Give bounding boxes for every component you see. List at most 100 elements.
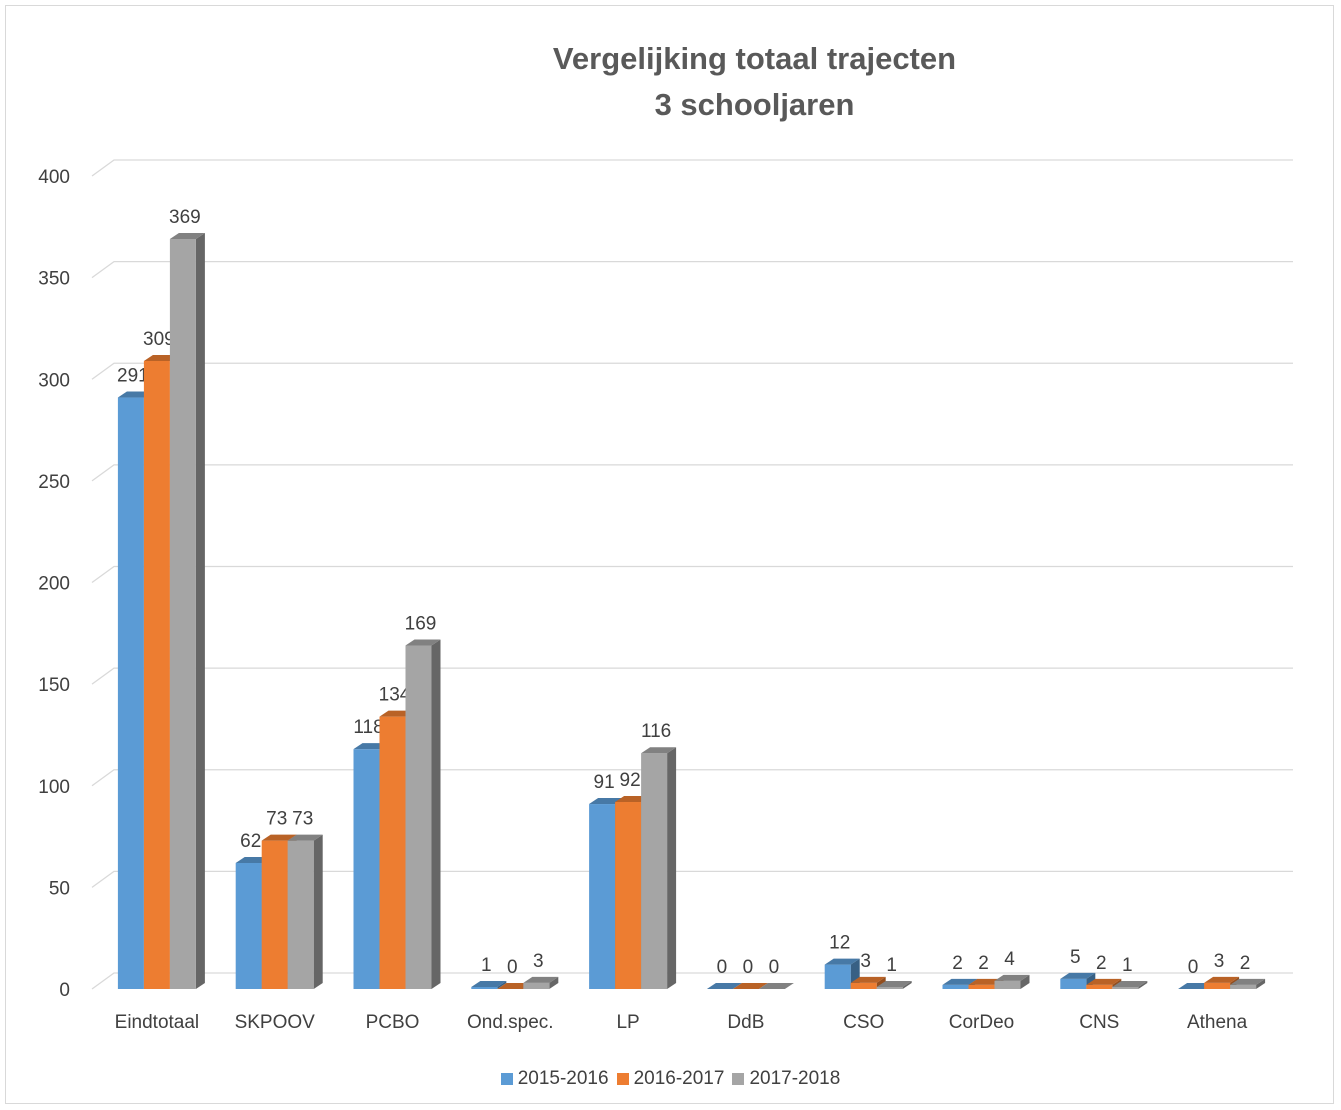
gridline [91, 565, 1293, 584]
chart-title: Vergelijking totaal trajecten 3 schoolja… [0, 36, 1341, 128]
bar [641, 753, 668, 989]
bar-side [431, 639, 441, 989]
data-label: 1 [1122, 955, 1133, 976]
bar [405, 645, 432, 989]
bar-side [497, 980, 507, 989]
bar [471, 986, 498, 989]
data-label: 0 [1188, 957, 1199, 978]
y-tick-label: 200 [38, 574, 70, 595]
data-label: 2 [1240, 953, 1251, 974]
bar [615, 802, 642, 989]
bar-top [1060, 972, 1096, 979]
y-tick-label: 0 [59, 980, 70, 1001]
data-label: 169 [405, 614, 437, 635]
data-label: 0 [769, 957, 780, 978]
bar-side [902, 980, 912, 989]
data-label: 0 [507, 957, 518, 978]
data-label: 309 [143, 329, 175, 350]
x-tick-label: CorDeo [949, 1012, 1014, 1033]
bar-top [1086, 978, 1122, 985]
bar-top [876, 980, 912, 987]
bar [876, 986, 903, 989]
data-label: 2 [1096, 953, 1107, 974]
data-label: 369 [169, 207, 201, 228]
data-label: 3 [1214, 951, 1225, 972]
x-tick-label: Ond.spec. [467, 1012, 554, 1033]
legend-swatch [500, 1073, 513, 1085]
bar-top [1230, 978, 1266, 985]
bar-side [313, 834, 323, 989]
bar [353, 749, 380, 989]
bar-top [732, 983, 768, 989]
x-tick-label: CSO [843, 1012, 884, 1033]
chart-title-line-2: 3 schooljaren [654, 87, 855, 122]
x-tick-label: DdB [727, 1012, 764, 1033]
bar-top [523, 976, 559, 983]
y-tick-label: 250 [38, 472, 70, 493]
bar-side [549, 976, 559, 989]
gridline [91, 362, 1293, 380]
bar [235, 862, 262, 989]
bar [117, 397, 144, 990]
data-label: 2 [952, 953, 963, 974]
data-label: 118 [353, 717, 383, 738]
data-label: 3 [533, 951, 544, 972]
x-tick-label: PCBO [366, 1012, 420, 1033]
gridline [91, 159, 1293, 177]
bar [1112, 986, 1139, 989]
bar-top [706, 983, 742, 989]
legend-label: 2015-2016 [517, 1068, 609, 1089]
gridline [91, 667, 1293, 685]
bar [287, 840, 314, 989]
legend-item: 2017-2018 [732, 1068, 840, 1090]
legend-swatch [616, 1073, 629, 1085]
bar [968, 984, 995, 989]
data-label: 1 [886, 955, 897, 976]
data-label: 3 [860, 951, 871, 972]
y-tick-label: 300 [38, 370, 70, 391]
bar [1086, 984, 1113, 989]
data-label: 5 [1070, 947, 1081, 968]
bar [850, 982, 877, 989]
bar-side [667, 747, 677, 989]
legend-swatch [732, 1073, 745, 1085]
x-tick-label: Athena [1187, 1012, 1248, 1033]
bar [1204, 982, 1231, 989]
bar [379, 716, 406, 989]
bar [1060, 978, 1087, 989]
bar [589, 804, 616, 989]
legend-label: 2016-2017 [633, 1068, 725, 1089]
data-label: 73 [292, 809, 313, 830]
data-label: 134 [379, 685, 411, 706]
gridline [91, 870, 1293, 888]
bar-top [942, 978, 978, 985]
gridline [91, 464, 1293, 482]
bar [261, 840, 288, 989]
x-tick-label: LP [616, 1012, 639, 1033]
bar [523, 982, 550, 989]
data-label: 116 [641, 721, 671, 742]
bar [824, 964, 851, 989]
bar-top [850, 976, 886, 983]
bar-side [1256, 978, 1266, 989]
legend: 2015-2016 2016-2017 2017-2018 [0, 1068, 1341, 1091]
x-tick-label: CNS [1079, 1012, 1119, 1033]
x-tick-label: Eindtotaal [115, 1012, 200, 1033]
data-label: 1 [481, 955, 492, 976]
bar [942, 984, 969, 989]
gridline [91, 260, 1293, 279]
chart-title-line-1: Vergelijking totaal trajecten [552, 41, 957, 76]
bar-side [1020, 974, 1030, 989]
bar-top [758, 983, 794, 989]
y-tick-label: 150 [38, 675, 70, 696]
bar-top [1204, 976, 1240, 983]
data-label: 2 [978, 953, 989, 974]
data-label: 92 [620, 770, 641, 791]
bar [994, 980, 1021, 989]
gridline [91, 972, 1293, 990]
bar [1230, 984, 1257, 989]
bar-top [471, 980, 507, 987]
bar-side [1138, 980, 1148, 989]
gridline [91, 769, 1293, 787]
data-label: 291 [117, 366, 149, 387]
